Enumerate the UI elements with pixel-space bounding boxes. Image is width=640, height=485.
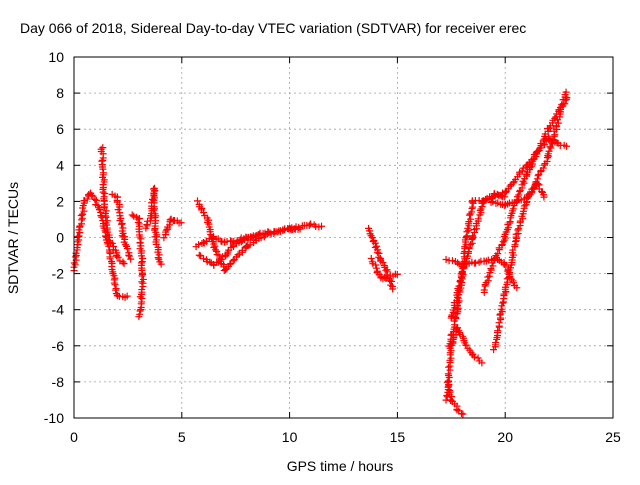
- y-axis-label: SDTVAR / TECUs: [5, 182, 21, 294]
- data-point: [476, 259, 483, 266]
- data-point: [135, 219, 142, 226]
- y-tick-label: 8: [56, 85, 64, 101]
- data-point: [551, 131, 558, 138]
- y-tick-label: 4: [56, 157, 64, 173]
- data-point: [453, 406, 460, 413]
- chart-title: Day 066 of 2018, Sidereal Day-to-day VTE…: [20, 20, 526, 36]
- data-point: [281, 226, 288, 233]
- x-tick-label: 25: [605, 429, 621, 445]
- data-point: [139, 258, 146, 265]
- data-point: [447, 396, 454, 403]
- data-point: [445, 383, 452, 390]
- data-point: [113, 252, 120, 259]
- x-tick-label: 10: [282, 429, 298, 445]
- data-point: [445, 370, 452, 377]
- x-axis-label: GPS time / hours: [287, 458, 394, 474]
- data-point: [143, 221, 150, 228]
- data-point: [368, 255, 375, 262]
- data-point: [99, 144, 106, 151]
- data-point: [93, 197, 100, 204]
- axis-ticks: 0 5 10 15 20 25 -10 -8 -6 -4 -2 0 2 4 6 8 10: [44, 49, 621, 445]
- x-tick-label: 5: [178, 429, 186, 445]
- data-point: [160, 234, 167, 241]
- y-tick-label: 0: [56, 230, 64, 246]
- data-point: [119, 259, 126, 266]
- x-tick-label: 20: [497, 429, 513, 445]
- data-point: [112, 281, 119, 288]
- chart: Day 066 of 2018, Sidereal Day-to-day VTE…: [0, 0, 640, 480]
- data-point: [111, 280, 118, 287]
- data-point: [139, 283, 146, 290]
- y-tick-label: -10: [44, 410, 64, 426]
- data-point: [494, 327, 501, 334]
- data-point: [79, 211, 86, 218]
- data-point: [469, 205, 476, 212]
- data-points: [70, 89, 570, 418]
- data-point: [76, 232, 83, 239]
- y-tick-label: -6: [52, 338, 65, 354]
- x-tick-label: 0: [70, 429, 78, 445]
- data-point: [459, 411, 466, 418]
- y-tick-label: -2: [52, 266, 65, 282]
- data-point: [486, 273, 493, 280]
- x-tick-label: 15: [390, 429, 406, 445]
- y-tick-label: 2: [56, 193, 64, 209]
- y-tick-label: -4: [52, 302, 65, 318]
- y-tick-label: 6: [56, 121, 64, 137]
- data-point: [137, 235, 144, 242]
- data-point: [496, 319, 503, 326]
- data-point: [118, 221, 125, 228]
- y-tick-label: 10: [48, 49, 64, 65]
- data-point: [72, 253, 79, 260]
- y-tick-label: -8: [52, 374, 65, 390]
